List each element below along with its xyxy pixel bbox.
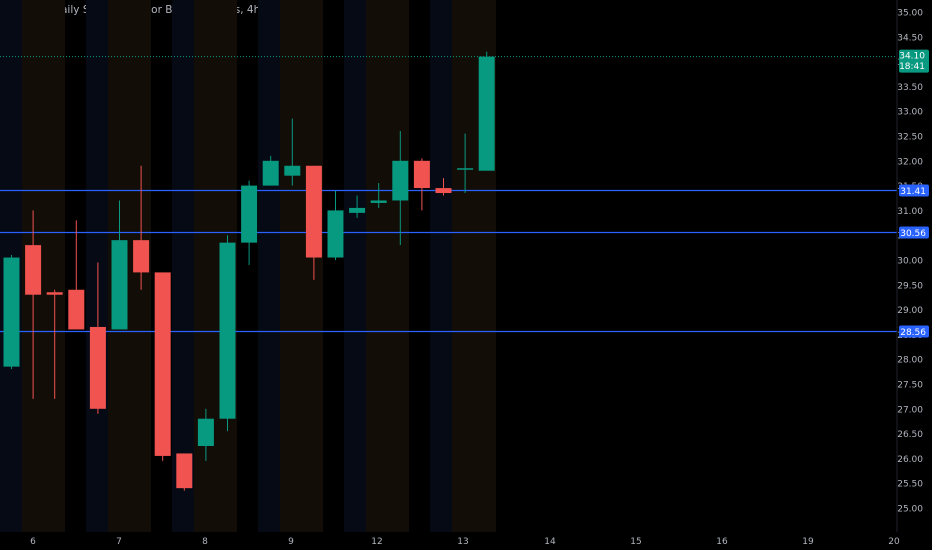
candle[interactable] xyxy=(413,158,430,211)
level-price-badge xyxy=(899,184,929,197)
y-tick-label: 25.50 xyxy=(897,480,923,490)
candle-body xyxy=(413,160,430,189)
candle-body xyxy=(219,242,236,419)
candle[interactable] xyxy=(25,210,42,399)
y-tick-label: 29.50 xyxy=(897,281,923,291)
session-band xyxy=(344,0,366,532)
y-tick-label: 35.00 xyxy=(897,9,923,19)
candle-body xyxy=(349,207,366,213)
candle[interactable] xyxy=(197,408,214,461)
candle[interactable] xyxy=(370,183,387,208)
session-band xyxy=(258,0,280,532)
y-tick-label: 33.00 xyxy=(897,108,923,118)
candle-body xyxy=(478,56,495,171)
y-tick-label: 33.50 xyxy=(897,83,923,93)
countdown-timer: 18:41 xyxy=(899,62,925,72)
candle-body xyxy=(89,326,106,409)
x-tick-label: 16 xyxy=(716,537,728,547)
candle-body xyxy=(3,257,20,367)
candle-body xyxy=(435,188,452,194)
y-tick-label: 27.50 xyxy=(897,381,923,391)
y-tick-label: 32.50 xyxy=(897,133,923,143)
candle[interactable] xyxy=(305,165,322,280)
x-tick-label: 8 xyxy=(202,537,208,547)
session-band xyxy=(172,0,194,532)
candle[interactable] xyxy=(478,51,495,171)
candle[interactable] xyxy=(392,131,409,246)
price-axis: 25.0025.5026.0026.5027.0027.5028.0028.50… xyxy=(897,9,923,515)
x-tick-label: 14 xyxy=(544,537,556,547)
candle[interactable] xyxy=(219,235,236,432)
candle-body xyxy=(154,272,171,456)
session-band xyxy=(366,0,409,532)
candle-body xyxy=(133,240,150,273)
session-band xyxy=(86,0,108,532)
level-price-label: 30.56 xyxy=(900,229,926,239)
y-tick-label: 25.00 xyxy=(897,505,923,515)
y-tick-label: 26.00 xyxy=(897,455,923,465)
candle-body xyxy=(284,165,301,176)
candle-body xyxy=(262,160,279,186)
candle[interactable] xyxy=(46,289,63,399)
candle[interactable] xyxy=(262,155,279,186)
y-tick-label: 31.00 xyxy=(897,207,923,217)
candle[interactable] xyxy=(284,118,301,186)
y-tick-label: 26.50 xyxy=(897,430,923,440)
candle-body xyxy=(111,240,128,330)
last-price-value: 34.10 xyxy=(899,52,925,62)
candle[interactable] xyxy=(349,195,366,218)
y-tick-label: 34.50 xyxy=(897,33,923,43)
candle[interactable] xyxy=(176,453,193,491)
x-tick-label: 20 xyxy=(888,537,900,547)
candle-body xyxy=(457,168,474,170)
candle-body xyxy=(305,165,322,258)
candle-body xyxy=(197,418,214,446)
candle[interactable] xyxy=(133,165,150,290)
session-bands xyxy=(0,0,496,532)
candle[interactable] xyxy=(327,190,344,260)
y-tick-label: 28.00 xyxy=(897,356,923,366)
candles xyxy=(3,51,495,491)
candle-body xyxy=(176,453,193,489)
candle-body xyxy=(46,292,63,295)
session-band xyxy=(280,0,323,532)
last-price-badge xyxy=(899,49,929,73)
level-price-badge xyxy=(899,226,929,239)
x-tick-label: 9 xyxy=(288,537,294,547)
x-tick-label: 13 xyxy=(457,537,468,547)
candle[interactable] xyxy=(89,262,106,414)
candle-body xyxy=(68,289,85,330)
candle[interactable] xyxy=(435,178,452,196)
level-price-label: 28.56 xyxy=(900,328,926,338)
candle-body xyxy=(25,245,42,295)
candle[interactable] xyxy=(68,220,85,330)
candle[interactable] xyxy=(3,255,20,370)
y-tick-label: 30.00 xyxy=(897,257,923,267)
candle-body xyxy=(327,210,344,258)
candle[interactable] xyxy=(241,180,258,265)
x-tick-label: 7 xyxy=(116,537,122,547)
y-tick-label: 27.00 xyxy=(897,405,923,415)
x-tick-label: 19 xyxy=(802,537,814,547)
candle[interactable] xyxy=(457,133,474,194)
candle-body xyxy=(370,200,387,203)
session-band xyxy=(430,0,452,532)
x-tick-label: 12 xyxy=(371,537,382,547)
x-tick-label: 15 xyxy=(630,537,641,547)
level-price-label: 31.41 xyxy=(900,187,926,197)
x-tick-label: 6 xyxy=(30,537,36,547)
candle-body xyxy=(392,160,409,201)
time-axis: 6 7 8 9 12 13 14 15 16 19 20 xyxy=(30,537,900,547)
candle-body xyxy=(241,185,258,243)
y-tick-label: 32.00 xyxy=(897,157,923,167)
level-price-badge xyxy=(899,325,929,338)
candle[interactable] xyxy=(154,272,171,461)
y-tick-label: 29.00 xyxy=(897,306,923,316)
candle[interactable] xyxy=(111,200,128,330)
